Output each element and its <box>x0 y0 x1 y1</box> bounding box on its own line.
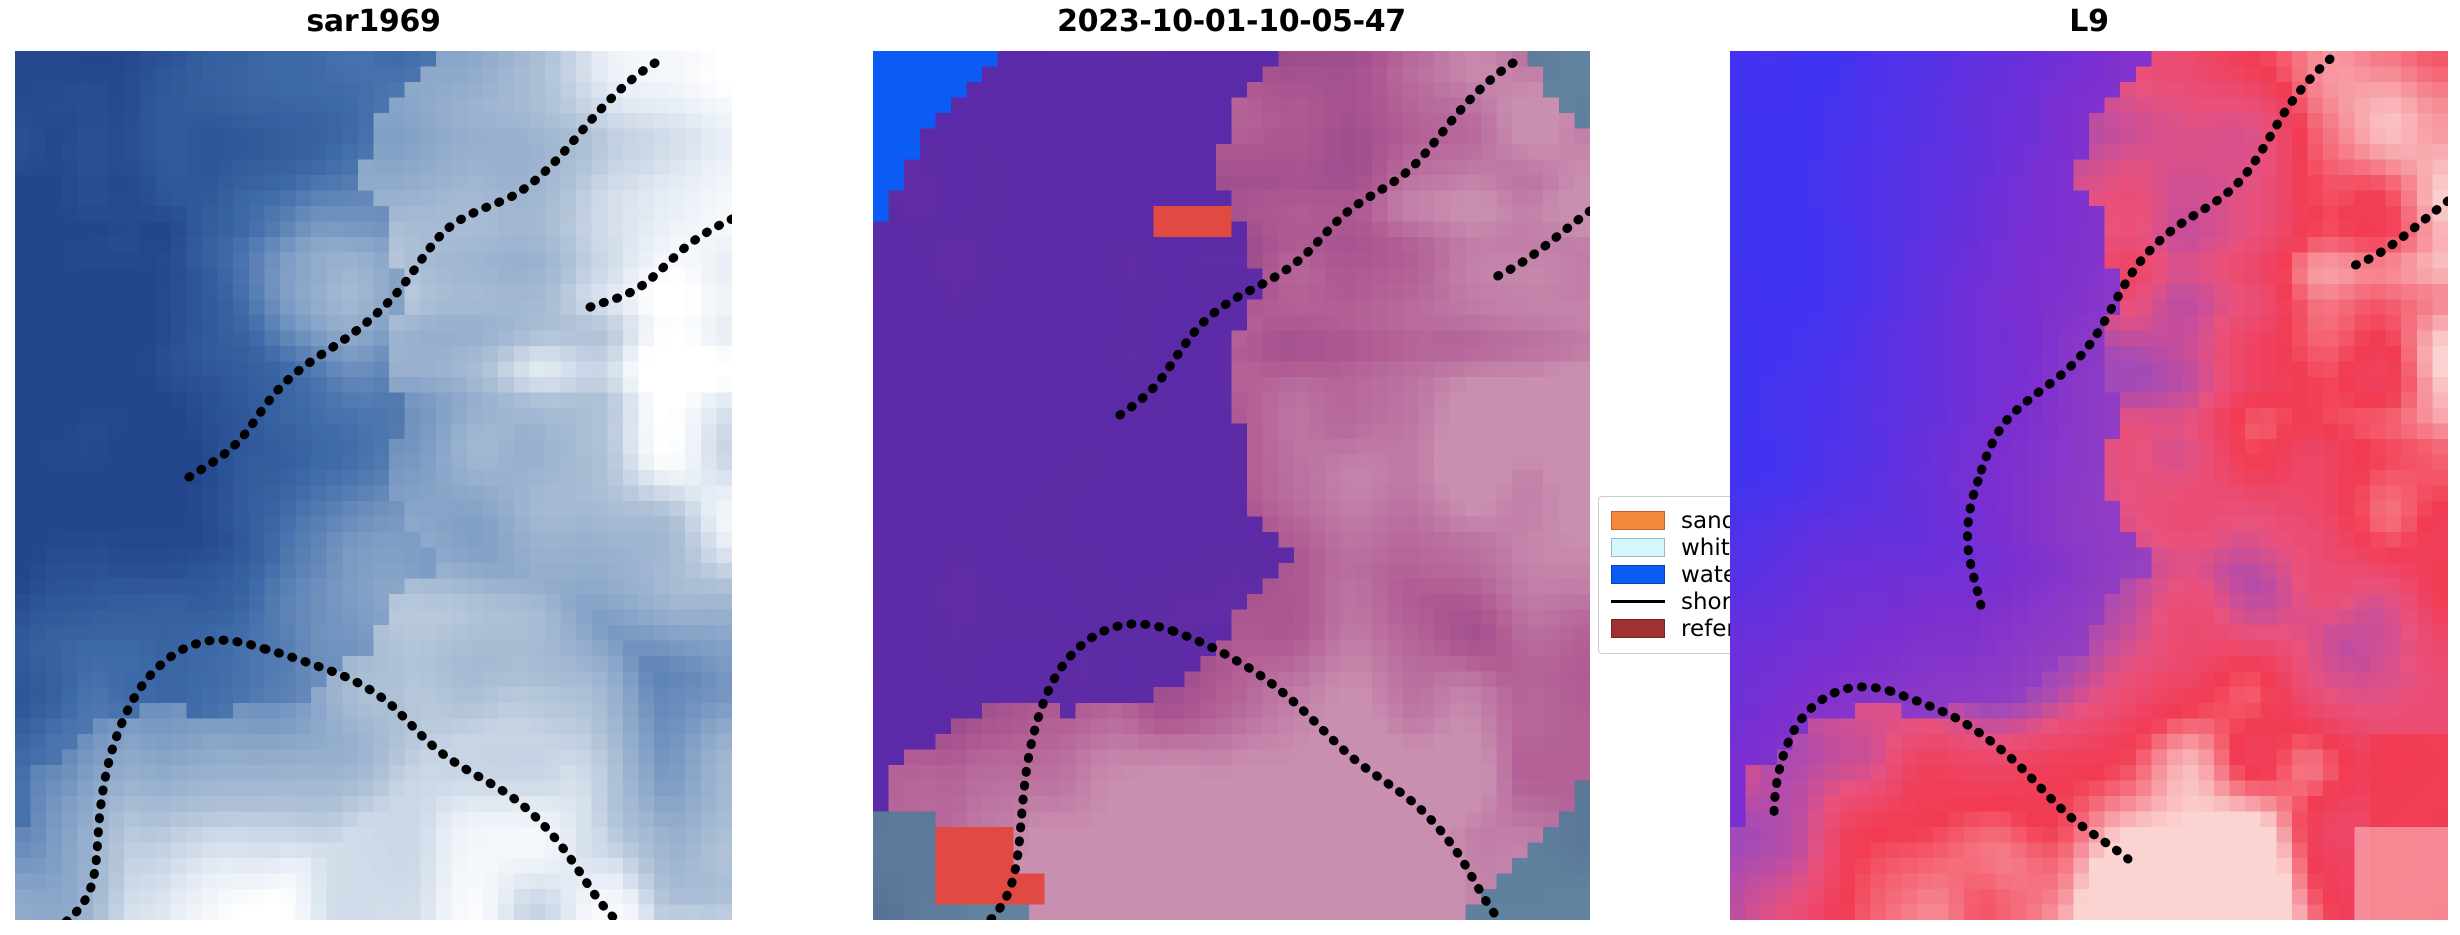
raster-layer-l9 <box>1730 51 2448 920</box>
legend-label-shoreline: shoreline <box>1681 588 1730 615</box>
legend[interactable]: sand whitewater water shoreline referenc… <box>1598 496 1730 654</box>
shoreline-line-icon <box>1611 592 1665 611</box>
sand-swatch-icon <box>1611 511 1665 530</box>
satellite-image-l9[interactable] <box>1730 51 2448 920</box>
legend-item-reference-shoreline[interactable]: reference shoreline <box>1611 615 1730 642</box>
panel-classified-2023-10-01[interactable]: 2023-10-01-10-05-47 <box>873 0 1590 920</box>
panel-title-l9: L9 <box>2069 4 2109 39</box>
legend-item-sand[interactable]: sand <box>1611 507 1730 534</box>
satellite-image-classified[interactable] <box>873 51 1590 920</box>
raster-layer-classified <box>873 51 1590 920</box>
legend-label-sand: sand <box>1681 507 1730 534</box>
legend-item-shoreline[interactable]: shoreline <box>1611 588 1730 615</box>
panel-l9[interactable]: L9 <box>1730 0 2448 920</box>
reference-shoreline-swatch-icon <box>1611 619 1665 638</box>
legend-label-water: water <box>1681 561 1730 588</box>
whitewater-swatch-icon <box>1611 538 1665 557</box>
panel-title-sar1969: sar1969 <box>306 4 441 39</box>
panel-sar1969[interactable]: sar1969 <box>15 0 732 920</box>
satellite-image-sar1969[interactable] <box>15 51 732 920</box>
panel-title-classified: 2023-10-01-10-05-47 <box>1057 4 1406 39</box>
legend-item-water[interactable]: water <box>1611 561 1730 588</box>
raster-layer-sar1969 <box>15 51 732 920</box>
legend-label-reference-shoreline: reference shoreline <box>1681 615 1730 642</box>
water-swatch-icon <box>1611 565 1665 584</box>
legend-item-whitewater[interactable]: whitewater <box>1611 534 1730 561</box>
legend-clip-region: sand whitewater water shoreline referenc… <box>1598 482 1730 668</box>
legend-label-whitewater: whitewater <box>1681 534 1730 561</box>
